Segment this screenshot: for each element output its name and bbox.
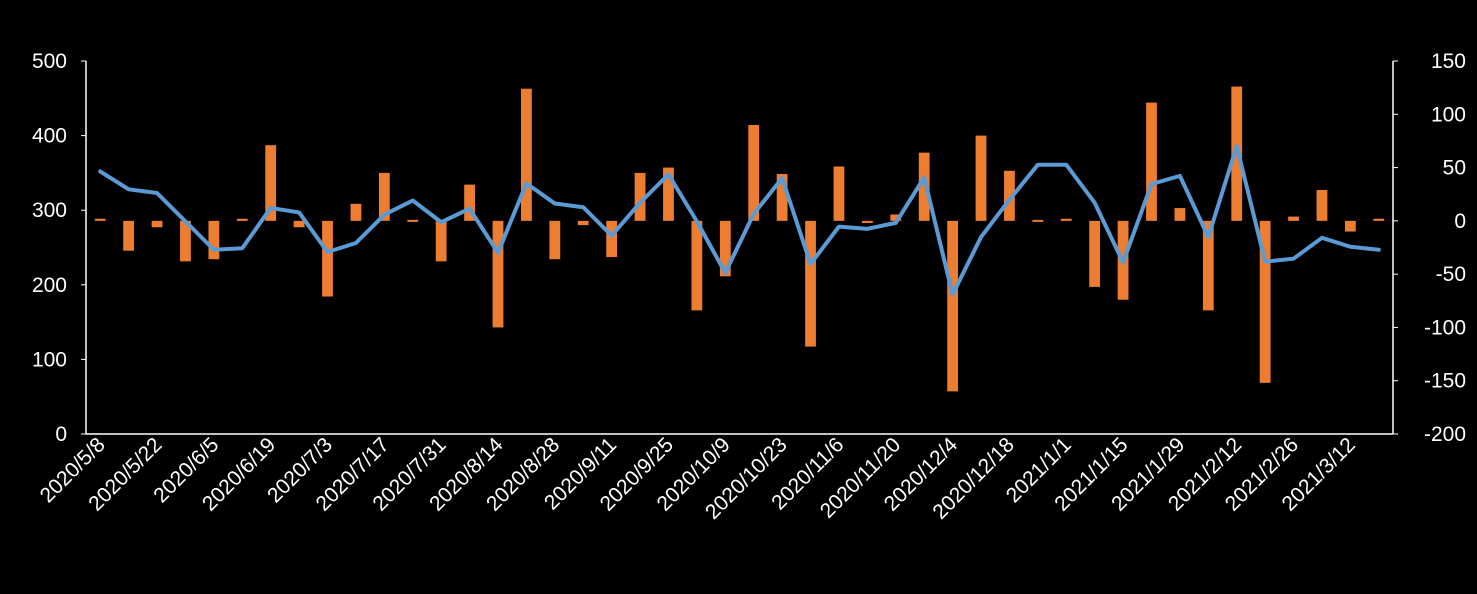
bar: [265, 145, 277, 221]
bar: [521, 88, 532, 221]
bar: [918, 152, 930, 221]
bar: [890, 214, 902, 221]
bar: [577, 220, 589, 226]
left-y-axis-labels: 0 100 200 300 400 500: [32, 50, 67, 446]
bar: [435, 220, 447, 262]
bar: [236, 218, 248, 221]
bar: [1316, 189, 1328, 221]
left-y-tick-label: 500: [32, 50, 67, 73]
axes: [81, 60, 1398, 435]
right-y-tick-label: -100: [1424, 316, 1466, 339]
bar: [1032, 219, 1044, 222]
right-y-axis-labels: -200 -150 -100 -50 0 50 100 150: [1424, 50, 1466, 446]
bar: [833, 166, 845, 221]
bar: [748, 124, 760, 221]
bar: [861, 220, 873, 223]
right-y-tick-label: 0: [1454, 210, 1466, 233]
bar: [293, 220, 305, 228]
bar: [407, 219, 419, 222]
bar: [549, 220, 561, 260]
right-y-tick-label: -150: [1424, 370, 1466, 393]
bar: [1146, 102, 1157, 221]
bar: [776, 173, 788, 221]
left-y-tick-label: 400: [32, 125, 67, 148]
bar: [151, 220, 163, 228]
bar: [663, 167, 674, 221]
left-y-tick-label: 300: [32, 199, 67, 222]
bar: [805, 220, 816, 347]
bar: [1004, 170, 1015, 221]
bar: [94, 218, 106, 221]
bar: [975, 135, 987, 221]
bar: [1202, 220, 1214, 311]
bar: [180, 220, 191, 262]
bar: [492, 220, 504, 328]
bar: [1373, 218, 1385, 221]
bar: [947, 220, 958, 392]
bar: [1288, 216, 1299, 221]
bar: [322, 220, 333, 297]
right-y-tick-label: 50: [1443, 157, 1466, 180]
bar: [606, 220, 618, 258]
bar: [1174, 208, 1186, 221]
bar: [1089, 220, 1101, 287]
left-y-tick-label: 0: [55, 423, 67, 446]
bar: [1060, 218, 1072, 221]
left-y-tick-label: 100: [32, 348, 67, 371]
line-series: [98, 144, 1381, 297]
bar: [691, 220, 703, 311]
bar: [123, 220, 135, 251]
left-y-tick-label: 200: [32, 274, 67, 297]
series-line: [98, 144, 1381, 297]
bar: [350, 203, 362, 221]
bar: [1344, 220, 1356, 232]
right-y-tick-label: 150: [1431, 50, 1466, 73]
bar: [719, 220, 731, 277]
bar: [378, 172, 390, 221]
bar: [1259, 220, 1271, 383]
bar: [634, 172, 646, 221]
bar: [208, 220, 220, 260]
right-y-tick-label: -200: [1424, 423, 1466, 446]
right-y-tick-label: -50: [1436, 263, 1466, 286]
bar: [464, 184, 475, 221]
right-y-tick-label: 100: [1431, 103, 1466, 126]
